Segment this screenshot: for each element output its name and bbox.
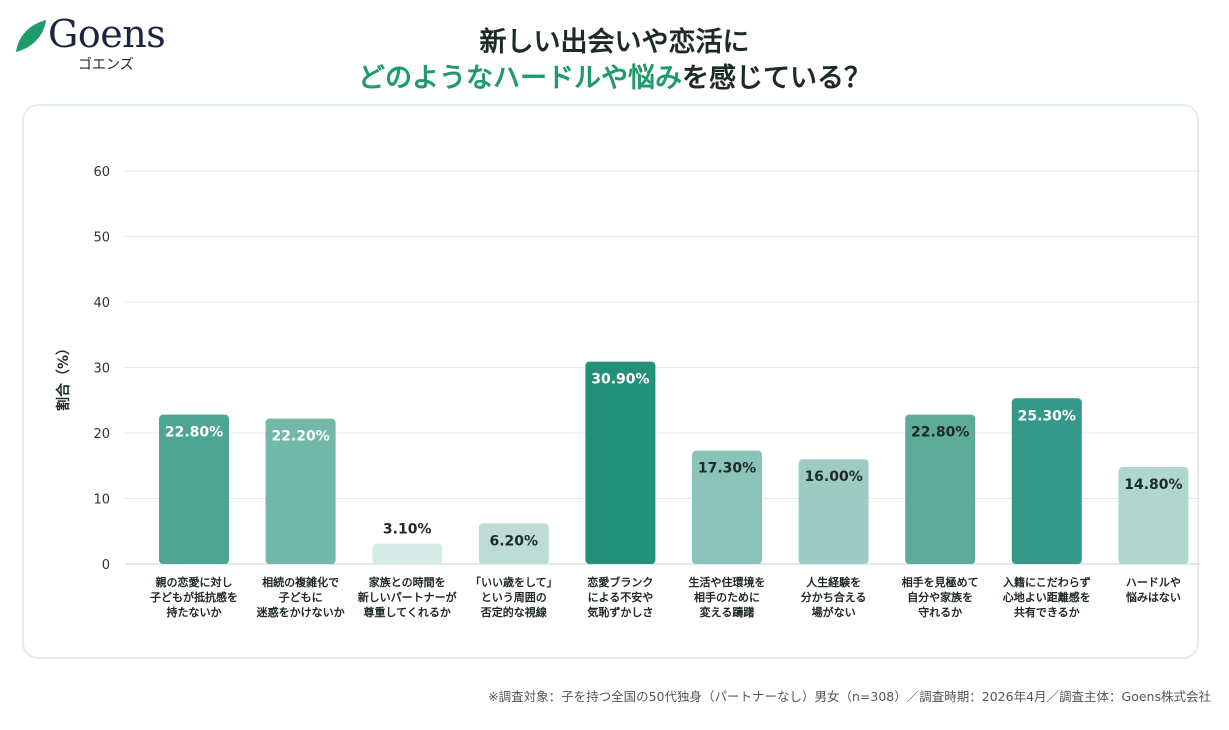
data-label: 14.80% <box>1124 477 1182 493</box>
leaf-icon <box>16 20 46 52</box>
bar <box>265 418 336 564</box>
y-tick-label: 30 <box>93 362 110 377</box>
x-tick-label: 相続の複雑化で子どもに迷惑をかけないか <box>256 575 345 619</box>
x-tick-label: 人生経験を分かち合える場がない <box>801 575 867 619</box>
logo-kana: ゴエンズ <box>78 57 134 73</box>
chart-title-line2: どのようなハードルや悩みを感じている？ <box>0 56 1229 95</box>
bar <box>1011 398 1082 564</box>
bar <box>692 450 762 564</box>
data-label: 17.30% <box>698 461 756 477</box>
x-tick-label: 生活や住環境を相手のために変える躊躇 <box>689 575 766 619</box>
bar <box>905 414 976 564</box>
data-label: 30.90% <box>591 372 649 388</box>
title-highlight: どのようなハードルや悩み <box>358 63 682 94</box>
bar <box>1118 467 1189 564</box>
x-tick-label: 家族との時間を新しいパートナーが尊重してくれるか <box>358 575 457 619</box>
y-tick-label: 60 <box>93 165 110 180</box>
y-tick-label: 20 <box>93 427 110 442</box>
x-tick-label: 恋愛ブランクによる不安や気恥ずかしさ <box>587 575 653 619</box>
data-label: 22.20% <box>271 429 329 445</box>
data-label: 22.80% <box>911 425 969 441</box>
survey-footnote: ※調査対象：子を持つ全国の50代独身（パートナーなし）男女（n=308）／調査時… <box>488 689 1211 704</box>
bar <box>585 361 656 564</box>
bar <box>159 414 229 564</box>
logo-wordmark: Goens <box>48 12 166 56</box>
data-label: 3.10% <box>383 522 432 538</box>
data-label: 6.20% <box>490 533 539 549</box>
y-tick-label: 50 <box>93 231 110 246</box>
chart-card <box>22 104 1199 659</box>
chart-title-line1: 新しい出会いや恋活に <box>479 27 750 58</box>
goens-logo: Goens ゴエンズ <box>14 12 184 74</box>
bar <box>372 543 443 564</box>
y-tick-label: 10 <box>93 493 110 508</box>
y-axis-label: 割合（%） <box>55 341 72 411</box>
data-label: 25.30% <box>1018 408 1076 424</box>
x-tick-label: ハードルや悩みはない <box>1125 576 1181 604</box>
data-label: 16.00% <box>804 469 862 485</box>
bar <box>798 459 869 564</box>
y-tick-label: 0 <box>102 558 110 573</box>
x-tick-label: 「いい歳をして」という周囲の否定的な視線 <box>470 575 558 619</box>
data-label: 22.80% <box>165 425 223 441</box>
y-tick-label: 40 <box>93 296 110 311</box>
title-rest: を感じている？ <box>682 63 871 94</box>
x-tick-label: 入籍にこだわらず心地よい距離感を共有できるか <box>1003 575 1091 619</box>
x-tick-label: 親の恋愛に対し子どもが抵抗感を持たないか <box>150 575 238 619</box>
x-tick-label: 相手を見極めて自分や家族を守れるか <box>902 575 979 619</box>
bar <box>478 523 549 564</box>
